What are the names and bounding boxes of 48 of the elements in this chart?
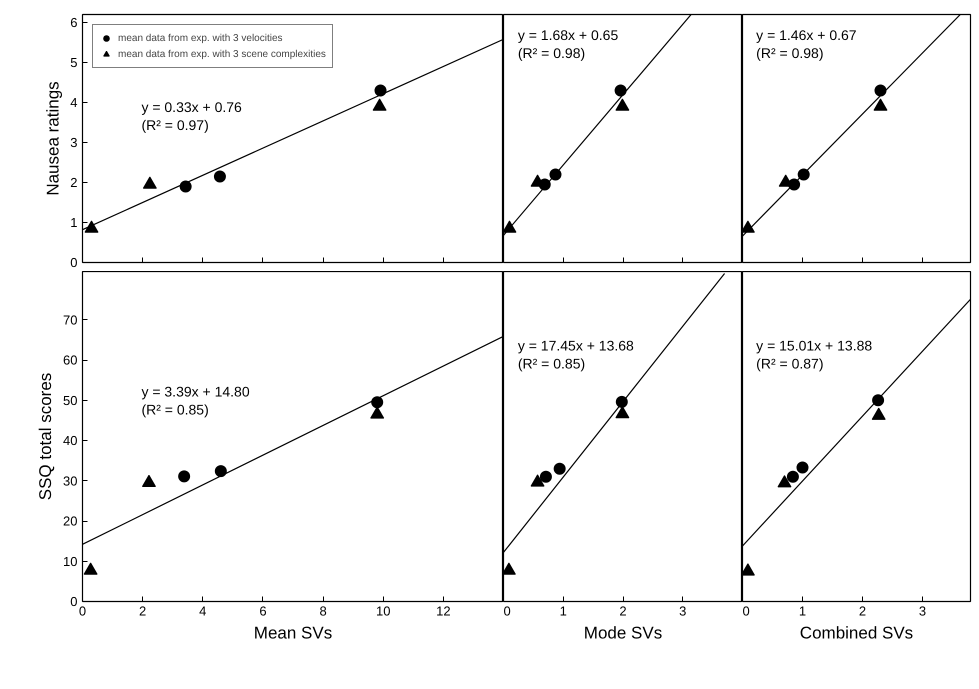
y-tick-label: 5	[70, 55, 78, 70]
legend-label: mean data from exp. with 3 velocities	[118, 32, 283, 44]
y-tick-label: 0	[70, 255, 78, 270]
x-tick-label: 6	[259, 604, 267, 618]
y-tick-label: 50	[63, 392, 78, 408]
y-tick-label: 10	[63, 554, 78, 569]
annotation: (R² = 0.85)	[141, 402, 209, 418]
y-tick-label: 3	[70, 135, 78, 150]
y-tick-label: 6	[70, 15, 78, 30]
y-tick-label: 40	[63, 433, 78, 448]
y-tick-label: 30	[63, 473, 78, 488]
y-tick-label: 1	[70, 215, 78, 230]
annotation: (R² = 0.98)	[756, 44, 824, 61]
y-axis-title: Nausea ratings	[43, 81, 62, 196]
annotation: y = 1.68x + 0.65	[518, 26, 618, 43]
annotation: (R² = 0.85)	[518, 356, 586, 372]
annotation: y = 0.33x + 0.76	[141, 98, 242, 115]
x-tick-label: 8	[319, 604, 327, 618]
y-tick-label: 4	[70, 95, 78, 110]
x-axis-title: Mode SVs	[584, 624, 662, 642]
y-tick-label: 70	[63, 312, 78, 328]
x-tick-label: 3	[918, 604, 926, 618]
x-tick-label: 2	[619, 604, 627, 618]
x-tick-label: 0	[742, 604, 750, 618]
x-tick-label: 2	[139, 604, 146, 618]
y-tick-label: 2	[70, 175, 78, 190]
x-tick-label: 3	[679, 604, 686, 618]
y-tick-label: 60	[63, 352, 78, 368]
x-axis-title: Combined SVs	[800, 624, 914, 642]
x-tick-label: 4	[199, 604, 206, 618]
x-tick-label: 1	[798, 604, 806, 618]
annotation: (R² = 0.87)	[756, 356, 824, 372]
annotation: (R² = 0.98)	[518, 44, 586, 61]
annotation: (R² = 0.97)	[141, 116, 209, 133]
annotation: y = 3.39x + 14.80	[141, 384, 250, 400]
annotation: y = 15.01x + 13.88	[756, 338, 872, 354]
y-tick-label: 0	[70, 594, 78, 609]
y-tick-label: 20	[63, 514, 78, 529]
x-tick-label: 2	[858, 604, 866, 618]
x-tick-label: 12	[436, 604, 451, 618]
annotation: y = 17.45x + 13.68	[518, 338, 634, 354]
y-axis-title: SSQ total scores	[36, 372, 56, 500]
annotation: y = 1.46x + 0.67	[756, 26, 857, 43]
x-tick-label: 10	[376, 604, 390, 618]
x-tick-label: 0	[504, 604, 511, 618]
legend-label: mean data from exp. with 3 scene complexities	[118, 48, 326, 60]
x-tick-label: 1	[560, 604, 567, 618]
x-axis-title: Mean SVs	[254, 624, 332, 642]
